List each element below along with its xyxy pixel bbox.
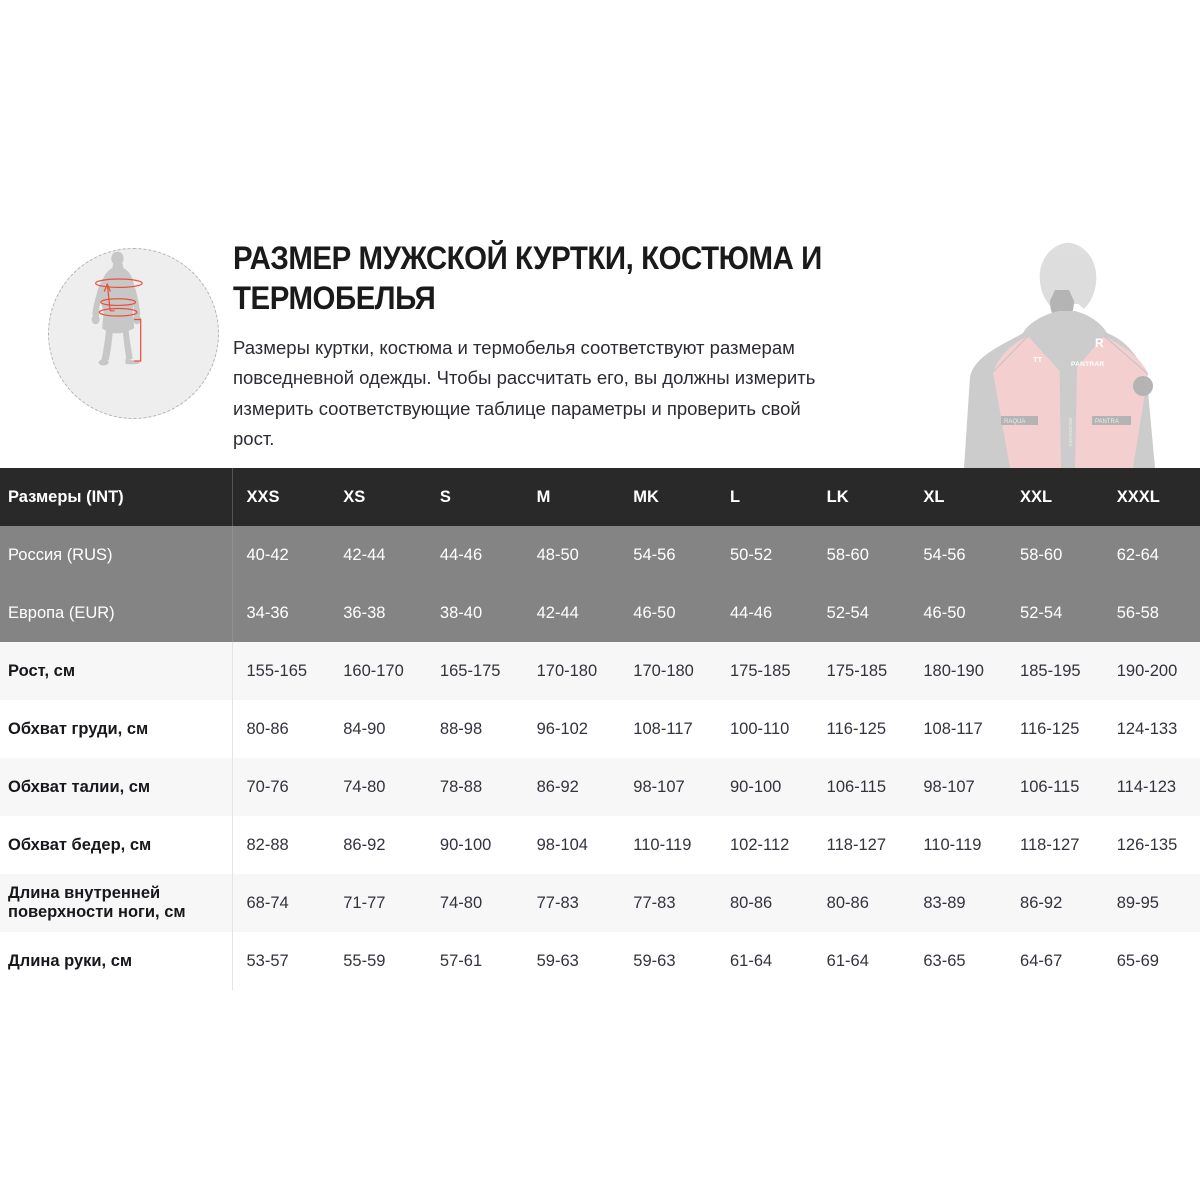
svg-text:RAQUA: RAQUA [1004,419,1025,425]
svg-text:PANTRAR: PANTRAR [1071,361,1104,368]
svg-text:TT: TT [1033,355,1043,364]
svg-text:PANTRA: PANTRA [1095,419,1119,425]
svg-text:R: R [1095,336,1104,350]
svg-text:BRODMASKA: BRODMASKA [1068,418,1073,447]
